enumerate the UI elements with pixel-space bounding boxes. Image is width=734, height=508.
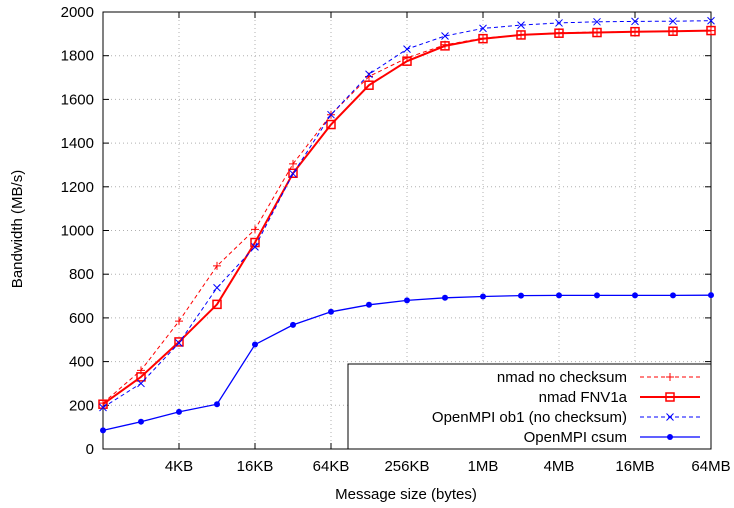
data-point bbox=[706, 25, 716, 36]
data-point bbox=[326, 119, 336, 130]
y-tick-label: 1600 bbox=[61, 91, 94, 108]
data-point bbox=[632, 292, 638, 299]
legend-marker bbox=[667, 434, 673, 440]
x-tick-label: 1MB bbox=[468, 458, 499, 475]
legend: nmad no checksum nmad FNV1a OpenMPI ob1 (n… bbox=[347, 363, 712, 450]
series-2 bbox=[99, 16, 715, 412]
legend-label: OpenMPI ob1 (no checksum) bbox=[432, 409, 627, 426]
data-point bbox=[668, 26, 678, 36]
data-point bbox=[138, 418, 144, 425]
x-tick-label: 64KB bbox=[313, 458, 350, 475]
data-point bbox=[328, 308, 334, 315]
data-point bbox=[480, 293, 486, 300]
x-tick-label: 4KB bbox=[165, 458, 193, 475]
y-tick-label: 1400 bbox=[61, 135, 94, 152]
data-point bbox=[440, 41, 450, 51]
data-point bbox=[252, 341, 258, 348]
data-point bbox=[670, 292, 676, 299]
x-tick-label: 16MB bbox=[615, 458, 654, 475]
data-point bbox=[99, 403, 107, 412]
data-point bbox=[441, 32, 449, 40]
data-point bbox=[442, 294, 448, 301]
data-point bbox=[327, 110, 335, 119]
axes: 0 200 400 600 800 1000 1200 1400 1600 1800 2000 4KB… bbox=[61, 4, 731, 475]
data-point bbox=[365, 70, 373, 79]
data-point bbox=[137, 379, 145, 388]
data-point bbox=[289, 159, 297, 168]
y-axis-label: Bandwidth (MB/s) bbox=[9, 170, 26, 288]
y-tick-label: 1800 bbox=[61, 48, 94, 65]
data-point bbox=[631, 17, 639, 26]
data-point bbox=[176, 408, 182, 415]
data-point bbox=[175, 317, 183, 326]
data-point bbox=[554, 28, 564, 38]
data-point bbox=[592, 27, 602, 38]
legend-marker bbox=[666, 373, 674, 381]
data-point bbox=[175, 339, 183, 347]
x-axis-label: Message size (bytes) bbox=[335, 486, 477, 503]
series-3 bbox=[100, 292, 714, 434]
legend-marker bbox=[665, 392, 675, 402]
x-tick-label: 16KB bbox=[237, 458, 274, 475]
data-point bbox=[213, 261, 221, 270]
data-point bbox=[251, 225, 259, 234]
series-layer bbox=[98, 16, 716, 434]
x-tick-label: 64MB bbox=[691, 458, 730, 475]
data-point bbox=[403, 45, 411, 53]
data-point bbox=[708, 292, 714, 299]
data-point bbox=[289, 169, 297, 178]
legend-label: OpenMPI csum bbox=[524, 429, 627, 446]
data-point bbox=[479, 24, 487, 33]
data-point bbox=[212, 299, 222, 310]
series-line bbox=[102, 20, 712, 408]
data-point bbox=[593, 17, 601, 26]
y-tick-label: 2000 bbox=[61, 4, 94, 21]
data-point bbox=[288, 168, 298, 179]
data-point bbox=[669, 17, 677, 26]
data-point bbox=[517, 21, 525, 29]
data-point bbox=[707, 16, 715, 25]
y-tick-label: 1200 bbox=[61, 179, 94, 196]
y-tick-label: 600 bbox=[69, 310, 94, 327]
data-point bbox=[290, 321, 296, 328]
x-tick-label: 4MB bbox=[544, 458, 575, 475]
data-point bbox=[100, 427, 106, 434]
data-point bbox=[364, 80, 374, 90]
data-point bbox=[630, 26, 640, 37]
data-point bbox=[251, 243, 259, 251]
data-point bbox=[555, 19, 563, 27]
data-point bbox=[516, 30, 526, 40]
y-tick-label: 400 bbox=[69, 354, 94, 371]
x-tick-label: 256KB bbox=[384, 458, 429, 475]
data-point bbox=[402, 56, 412, 66]
data-point bbox=[136, 372, 146, 382]
data-point bbox=[518, 292, 524, 299]
series-line bbox=[102, 29, 712, 406]
legend-label: nmad no checksum bbox=[497, 369, 627, 386]
series-line bbox=[102, 30, 712, 404]
data-point bbox=[404, 297, 410, 304]
data-point bbox=[478, 33, 488, 44]
data-point bbox=[366, 301, 372, 308]
data-point bbox=[98, 399, 108, 409]
y-tick-label: 0 bbox=[86, 441, 94, 458]
legend-box bbox=[347, 363, 712, 450]
data-point bbox=[213, 283, 221, 292]
legend-label: nmad FNV1a bbox=[539, 389, 628, 406]
y-tick-label: 200 bbox=[69, 397, 94, 414]
y-tick-label: 800 bbox=[69, 266, 94, 283]
legend-marker bbox=[666, 413, 674, 421]
data-point bbox=[174, 337, 184, 347]
data-point bbox=[594, 292, 600, 299]
data-point bbox=[214, 401, 220, 408]
series-1 bbox=[98, 25, 716, 409]
y-tick-label: 1000 bbox=[61, 223, 94, 240]
data-point bbox=[556, 292, 562, 299]
